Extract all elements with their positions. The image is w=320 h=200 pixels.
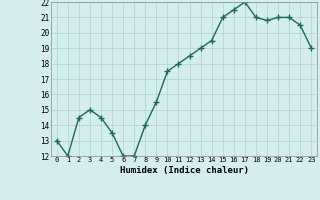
X-axis label: Humidex (Indice chaleur): Humidex (Indice chaleur) [119, 166, 249, 175]
